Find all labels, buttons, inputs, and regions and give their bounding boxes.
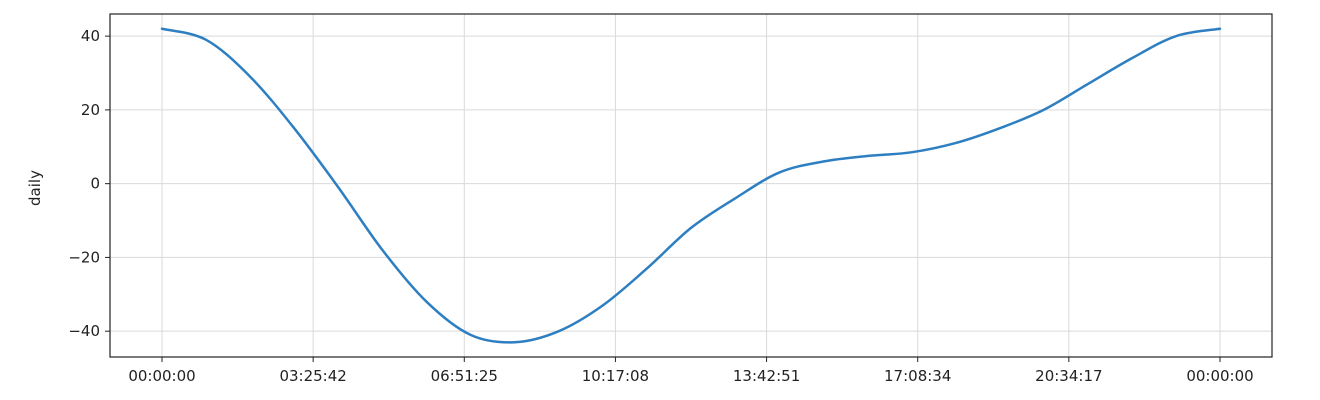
y-tick-label: 0 [90,175,100,193]
y-tick-label: 40 [81,27,100,45]
x-tick-label: 13:42:51 [733,367,800,385]
x-axis: 00:00:00 03:25:42 06:51:25 10:17:08 13:42:51… [128,357,1254,385]
y-tick-label: −40 [68,322,100,340]
x-tick-label: 00:00:00 [128,367,195,385]
series-line-daily [160,27,1222,344]
x-tick-label: 06:51:25 [431,367,498,385]
plot-frame [109,13,1273,358]
y-tick-label: −20 [68,248,100,266]
y-tick-label: 20 [81,101,100,119]
x-tick-label: 17:08:34 [884,367,951,385]
grid [110,14,1272,357]
y-axis: 40 20 0 −20 −40 [68,27,110,340]
x-tick-label: 03:25:42 [279,367,346,385]
y-axis-label: daily [26,170,44,206]
x-tick-label: 20:34:17 [1035,367,1102,385]
x-tick-label: 00:00:00 [1186,367,1253,385]
x-tick-label: 10:17:08 [582,367,649,385]
